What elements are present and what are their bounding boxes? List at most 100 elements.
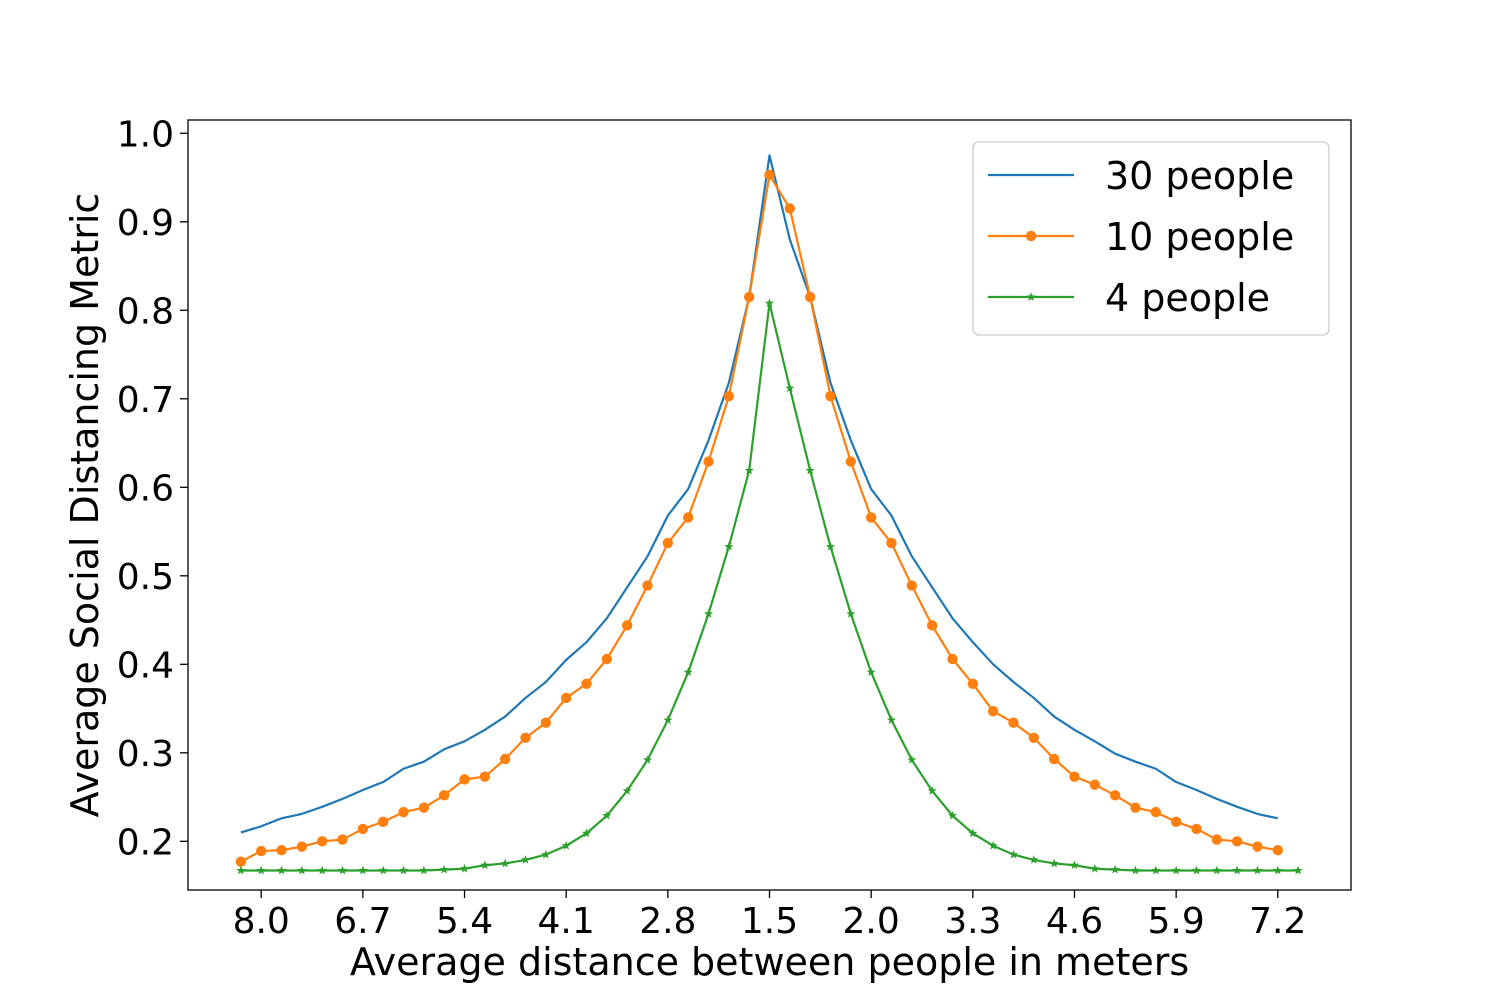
data-point-4-people <box>602 810 612 820</box>
data-point-4-people <box>1232 865 1242 875</box>
data-point-10-people <box>255 845 267 857</box>
data-point-4-people <box>846 609 856 618</box>
data-point-10-people <box>906 580 918 591</box>
legend-marker <box>1025 230 1037 242</box>
data-point-4-people <box>236 865 246 875</box>
data-point-10-people <box>845 456 857 467</box>
data-point-4-people <box>561 840 571 850</box>
data-point-10-people <box>723 390 735 402</box>
data-point-4-people <box>866 667 876 677</box>
y-tick-label: 1.0 <box>117 114 174 155</box>
data-point-4-people <box>1171 865 1181 875</box>
y-tick-label: 0.5 <box>117 557 174 598</box>
data-point-10-people <box>1211 834 1223 845</box>
data-point-10-people <box>1028 732 1040 743</box>
data-point-4-people <box>1273 865 1283 875</box>
data-point-10-people <box>967 678 979 689</box>
data-point-4-people <box>1212 865 1222 875</box>
data-point-4-people <box>927 786 937 795</box>
data-point-10-people <box>316 836 328 847</box>
data-point-10-people <box>418 802 430 813</box>
data-point-4-people <box>358 865 368 875</box>
data-point-4-people <box>1090 863 1100 873</box>
x-tick-label: 1.5 <box>741 901 798 942</box>
data-point-10-people <box>804 291 816 303</box>
data-point-4-people <box>764 298 775 308</box>
data-point-10-people <box>947 653 958 665</box>
data-point-4-people <box>744 465 754 475</box>
legend: 30 people 10 people 4 people <box>972 141 1330 336</box>
x-axis-label: Average distance between people in meter… <box>350 940 1189 984</box>
data-point-4-people <box>988 840 998 850</box>
y-tick-label: 0.2 <box>117 822 174 863</box>
data-point-4-people <box>317 865 327 875</box>
data-point-10-people <box>784 203 796 214</box>
series-line-10-people <box>240 173 1278 863</box>
series-layer <box>235 154 1303 875</box>
y-tick-label: 0.8 <box>117 291 174 332</box>
data-point-4-people <box>419 865 429 875</box>
data-point-4-people <box>642 755 653 764</box>
data-point-4-people <box>907 755 917 764</box>
data-point-10-people <box>1130 802 1141 813</box>
data-point-10-people <box>296 841 308 852</box>
data-point-10-people <box>560 692 572 704</box>
data-point-10-people <box>682 512 694 523</box>
data-point-4-people <box>1029 855 1039 864</box>
y-tick-label: 0.9 <box>117 203 174 244</box>
x-tick-label: 2.8 <box>639 901 696 942</box>
legend-label: 30 people <box>1105 154 1294 198</box>
data-point-4-people <box>297 865 307 875</box>
data-point-4-people <box>785 383 795 393</box>
data-point-10-people <box>1109 790 1121 801</box>
y-axis: 0.2 0.3 0.4 0.5 0.6 0.7 0.8 0.9 1.0 <box>117 114 188 863</box>
data-point-4-people <box>541 849 551 859</box>
data-point-4-people <box>256 865 266 875</box>
legend-item-30-people: 30 people <box>988 154 1294 198</box>
data-point-10-people <box>540 717 552 728</box>
y-tick-label: 0.6 <box>117 468 174 509</box>
data-point-4-people <box>1293 865 1303 875</box>
data-point-10-people <box>764 169 775 181</box>
data-point-10-people <box>642 580 653 591</box>
data-point-10-people <box>479 771 491 782</box>
data-point-10-people <box>1272 844 1284 856</box>
data-point-10-people <box>825 390 836 402</box>
data-point-4-people <box>1252 865 1263 875</box>
data-point-4-people <box>480 860 490 870</box>
data-point-4-people <box>520 855 531 864</box>
data-point-4-people <box>886 715 897 724</box>
data-point-10-people <box>987 706 999 717</box>
x-axis: 8.0 6.7 5.4 4.1 2.8 1.5 2.0 3.3 4.6 5.9 7.2 <box>233 890 1306 942</box>
data-point-4-people <box>1069 860 1080 870</box>
data-point-4-people <box>276 865 287 875</box>
x-tick-label: 5.4 <box>436 901 493 942</box>
data-point-4-people <box>378 865 388 875</box>
legend-item-10-people: 10 people <box>988 215 1294 259</box>
data-point-10-people <box>1008 717 1019 728</box>
data-point-4-people <box>398 865 409 875</box>
data-point-10-people <box>357 823 369 835</box>
data-point-10-people <box>926 620 938 631</box>
x-tick-label: 8.0 <box>233 901 290 942</box>
legend-label: 10 people <box>1105 215 1294 259</box>
data-point-10-people <box>621 620 633 631</box>
data-point-4-people <box>1008 849 1019 859</box>
data-point-10-people <box>601 653 613 665</box>
series-30-people <box>240 154 1279 834</box>
data-point-10-people <box>398 806 409 818</box>
x-tick-label: 7.2 <box>1249 901 1306 942</box>
y-tick-label: 0.3 <box>117 734 174 775</box>
data-point-4-people <box>581 828 592 838</box>
data-point-10-people <box>865 512 877 523</box>
data-point-4-people <box>1191 865 1202 875</box>
data-point-4-people <box>459 863 470 873</box>
x-tick-label: 2.0 <box>843 901 900 942</box>
legend-marker <box>1026 292 1036 301</box>
series-10-people <box>235 169 1284 867</box>
data-point-4-people <box>337 865 348 875</box>
data-point-10-people <box>703 456 714 467</box>
y-tick-label: 0.7 <box>117 380 174 421</box>
data-point-10-people <box>276 844 287 856</box>
